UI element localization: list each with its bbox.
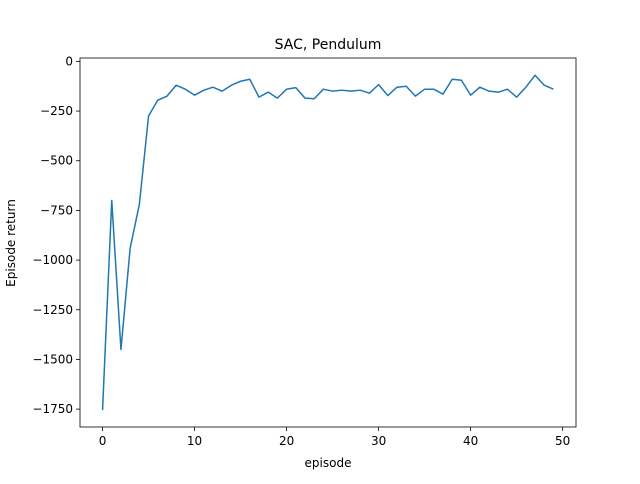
series-line-0 [101,74,554,411]
y-tick-label: −500 [40,154,73,168]
x-tick-label: 0 [99,434,107,448]
y-tick-label: −1750 [32,402,73,416]
x-tick-label: 20 [279,434,294,448]
y-tick-label: 0 [65,54,73,68]
x-tick-label: 40 [463,434,478,448]
axes-frame [79,57,577,428]
y-tick-label: −250 [40,104,73,118]
y-tick-label: −1250 [32,303,73,317]
x-axis-label: episode [305,456,352,470]
chart-title: SAC, Pendulum [275,37,382,53]
y-tick-label: −1500 [32,352,73,366]
plot-area: 0 10 20 30 40 50 0 −250 −500 −750 −1000 −1250 −1500 −… [32,54,577,448]
x-tick-label: 30 [371,434,386,448]
y-tick-label: −1000 [32,253,73,267]
x-tick-label: 10 [187,434,202,448]
x-tick-label: 50 [555,434,570,448]
y-axis-label: Episode return [4,199,18,287]
y-tick-label: −750 [40,203,73,217]
